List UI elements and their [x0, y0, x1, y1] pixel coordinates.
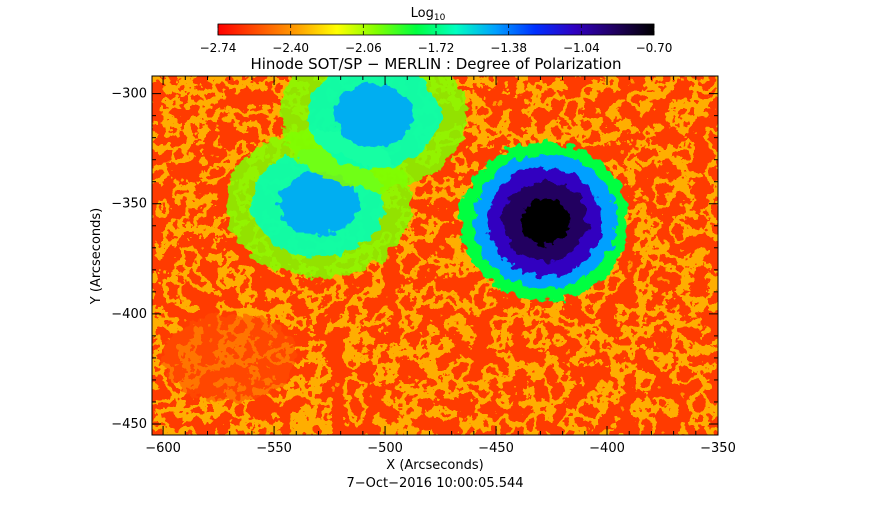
x-tick-label: −450 [478, 441, 514, 456]
colorbar-label: Log10 [411, 6, 446, 23]
y-axis: −300 −350 −400 −450 [111, 87, 718, 432]
y-tick-label: −450 [111, 417, 147, 432]
chart-title: Hinode SOT/SP − MERLIN : Degree of Polar… [250, 55, 621, 73]
quiet-region [163, 313, 297, 402]
colorbar-tick-label: −1.72 [418, 41, 455, 55]
y-axis-label: Y (Arcseconds) [89, 208, 104, 305]
x-tick-label: −400 [589, 441, 625, 456]
y-tick-label: −300 [111, 87, 147, 102]
x-tick-label: −350 [700, 441, 736, 456]
plot-frame [151, 75, 719, 436]
x-tick-label: −500 [367, 441, 403, 456]
heatmap-image [152, 76, 718, 435]
colorbar-ticks: −2.74 −2.40 −2.06 −1.72 −1.38 −1.04 −0.70 [200, 24, 673, 55]
sunspot-region [520, 198, 570, 245]
colorbar-tick-label: −2.74 [200, 41, 237, 55]
colorbar-tick-label: −1.04 [563, 41, 600, 55]
colorbar-tick-label: −1.38 [490, 41, 527, 55]
plage-region [278, 172, 359, 236]
timestamp-footer: 7−Oct−2016 10:00:05.544 [346, 476, 523, 491]
plage-region [334, 83, 414, 148]
x-tick-label: −550 [256, 441, 292, 456]
x-axis: −600 −550 −500 −450 −400 −350 [145, 76, 736, 456]
colorbar-tick-label: −2.06 [345, 41, 382, 55]
y-tick-label: −400 [111, 307, 147, 322]
x-tick-label: −600 [145, 441, 181, 456]
x-axis-label: X (Arcseconds) [386, 458, 483, 473]
colorbar-tick-label: −2.40 [272, 41, 309, 55]
y-tick-label: −350 [111, 197, 147, 212]
colorbar-tick-label: −0.70 [636, 41, 673, 55]
